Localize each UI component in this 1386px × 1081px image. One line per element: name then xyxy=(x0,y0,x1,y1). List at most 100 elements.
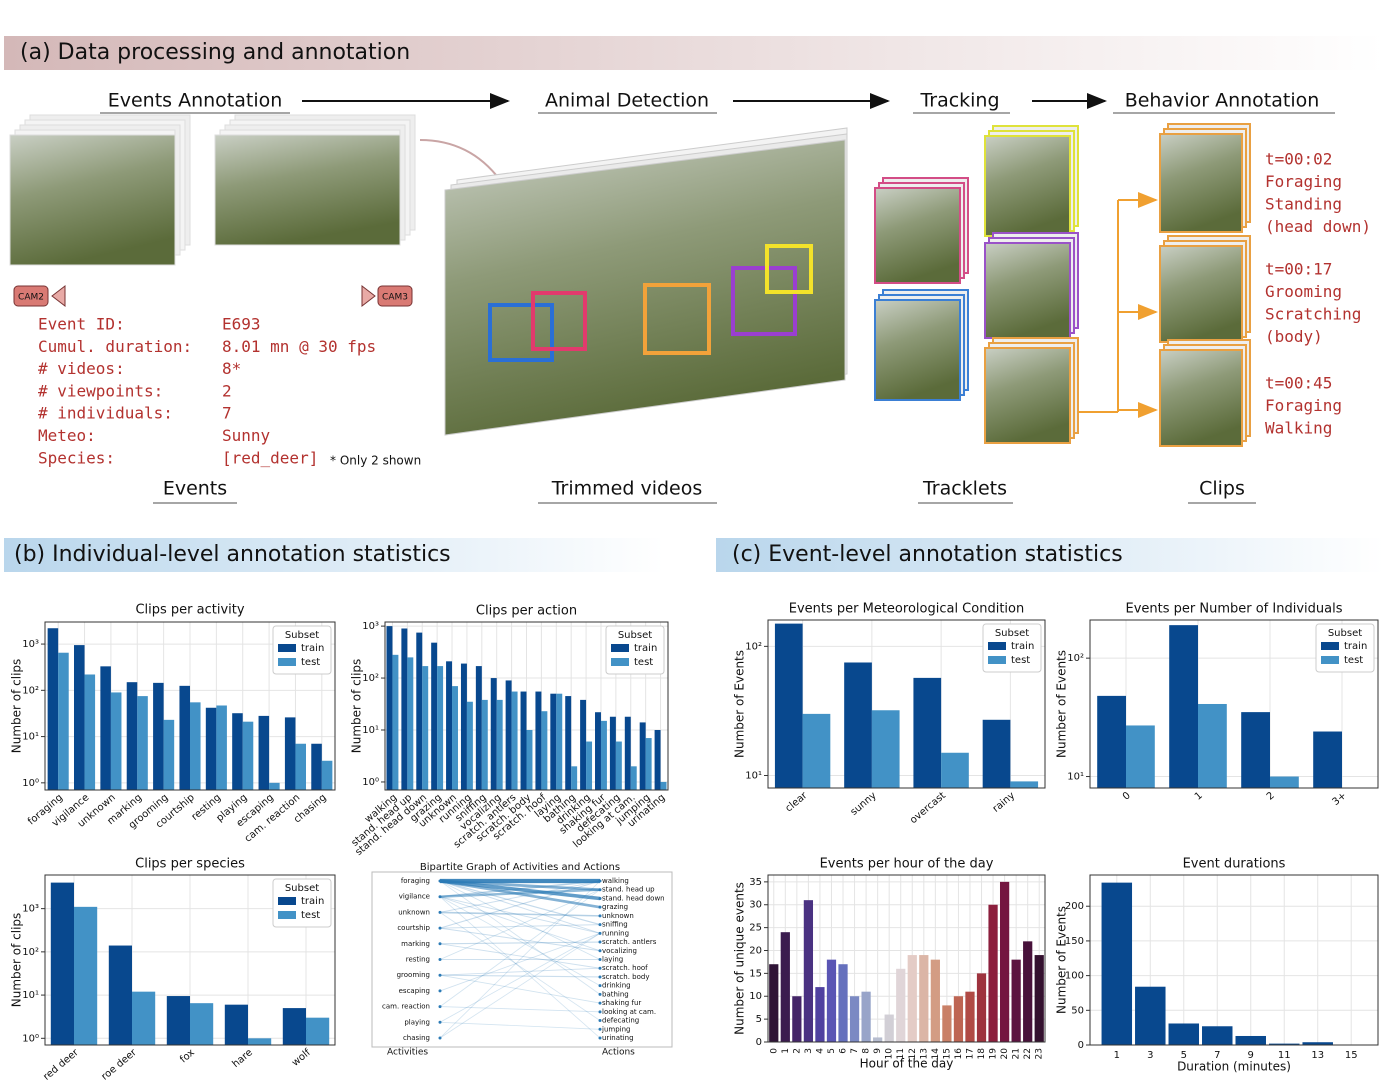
node xyxy=(598,1027,602,1031)
bar xyxy=(1023,941,1033,1042)
node-label: resting xyxy=(406,956,430,964)
link xyxy=(439,932,601,1039)
bar xyxy=(550,693,557,790)
link xyxy=(439,880,601,934)
stage: Events Annotation xyxy=(108,90,283,112)
bar xyxy=(580,699,587,790)
bar xyxy=(110,692,122,790)
x-tick-label: 18 xyxy=(977,1048,987,1060)
node-label: vigilance xyxy=(399,893,430,901)
node-label: grazing xyxy=(602,903,628,911)
y-axis-label: Number of clips xyxy=(350,659,364,754)
info-value: 8* xyxy=(222,359,241,378)
bar xyxy=(407,657,414,790)
bar xyxy=(520,691,527,790)
bar xyxy=(615,741,622,790)
legend-swatch xyxy=(278,644,296,652)
node xyxy=(598,992,602,996)
plot-frame xyxy=(44,874,336,1046)
bar xyxy=(639,722,646,790)
info-label: # viewpoints: xyxy=(38,381,163,400)
info-label: Cumul. duration: xyxy=(38,337,192,356)
bar xyxy=(873,1037,883,1042)
x-tick-label: sunny xyxy=(849,790,879,818)
node-label: shaking fur xyxy=(602,999,641,1007)
node-label: cam. reaction xyxy=(382,1003,430,1011)
bar xyxy=(942,1005,952,1042)
clip-annotation: Scratching xyxy=(1265,305,1361,324)
y-tick-label: 5 xyxy=(756,1014,762,1025)
node-label: vocalizing xyxy=(602,947,637,955)
node xyxy=(438,1036,442,1040)
link xyxy=(439,927,601,952)
bar xyxy=(861,991,871,1042)
bar xyxy=(769,964,779,1042)
side-label: Actions xyxy=(602,1048,635,1058)
link xyxy=(439,943,601,969)
info-value: 8.01 mn @ 30 fps xyxy=(222,337,376,356)
bar xyxy=(306,1017,330,1045)
bar xyxy=(166,996,190,1045)
node-label: foraging xyxy=(401,877,430,885)
plot-frame xyxy=(1089,874,1379,1046)
bar xyxy=(74,906,98,1045)
node xyxy=(598,879,602,883)
legend-label: test xyxy=(1011,655,1030,666)
node-label: unknown xyxy=(398,908,430,916)
bar xyxy=(284,717,296,790)
y-tick-label: 10² xyxy=(745,641,762,652)
bar xyxy=(1010,781,1039,788)
note: * Only 2 shown xyxy=(330,454,421,468)
bar xyxy=(919,955,929,1042)
legend-swatch xyxy=(278,911,296,919)
link xyxy=(439,941,601,945)
bar xyxy=(179,685,190,790)
bar xyxy=(1270,776,1299,788)
clip-annotations: t=00:02 Foraging Standing (head down) t=00:1… xyxy=(1265,150,1371,438)
bar xyxy=(565,696,572,790)
bar xyxy=(224,1004,248,1045)
y-tick-label: 200 xyxy=(1065,901,1084,912)
node xyxy=(438,942,442,946)
x-tick-label: 5 xyxy=(1181,1050,1187,1061)
bar xyxy=(1168,1023,1200,1045)
link xyxy=(439,1021,601,1030)
chart-title: Events per hour of the day xyxy=(820,857,994,872)
y-tick-label: 10 xyxy=(749,991,762,1002)
link xyxy=(439,1006,601,1013)
legend-swatch xyxy=(988,642,1006,650)
chart-title: Clips per activity xyxy=(135,603,244,618)
photos xyxy=(9,114,501,266)
link xyxy=(439,889,601,960)
y-axis-label: Number of clips xyxy=(10,913,24,1008)
legend-label: train xyxy=(301,643,324,654)
x-tick-label: 9 xyxy=(1248,1050,1254,1061)
header-band xyxy=(4,36,1384,70)
link xyxy=(439,932,601,992)
legend-label: train xyxy=(1344,641,1367,652)
clip-annotation: (body) xyxy=(1265,327,1323,346)
x-tick-label: 12 xyxy=(908,1048,918,1059)
node-label: playing xyxy=(404,1018,430,1026)
y-tick-label: 35 xyxy=(749,877,762,888)
y-tick-label: 10³ xyxy=(22,904,39,915)
x-tick-label: 1 xyxy=(781,1048,791,1054)
node-label: scratch. antlers xyxy=(602,938,657,946)
info-value: 7 xyxy=(222,404,232,423)
bar xyxy=(163,719,175,790)
bar xyxy=(815,987,825,1042)
x-tick-label: 13 xyxy=(1311,1050,1324,1061)
bar xyxy=(242,721,254,790)
node xyxy=(438,1020,442,1024)
x-tick-label: 3 xyxy=(804,1048,814,1054)
x-tick-label: 9 xyxy=(873,1048,883,1054)
x-tick-label: wolf xyxy=(290,1047,313,1069)
bar xyxy=(838,964,848,1042)
legend-swatch xyxy=(988,656,1006,664)
output: Tracklets xyxy=(922,478,1007,500)
y-tick-label: 20 xyxy=(749,945,762,956)
bar xyxy=(460,663,467,790)
bar xyxy=(1198,703,1227,788)
plot-frame xyxy=(1089,619,1379,789)
link xyxy=(439,880,601,898)
